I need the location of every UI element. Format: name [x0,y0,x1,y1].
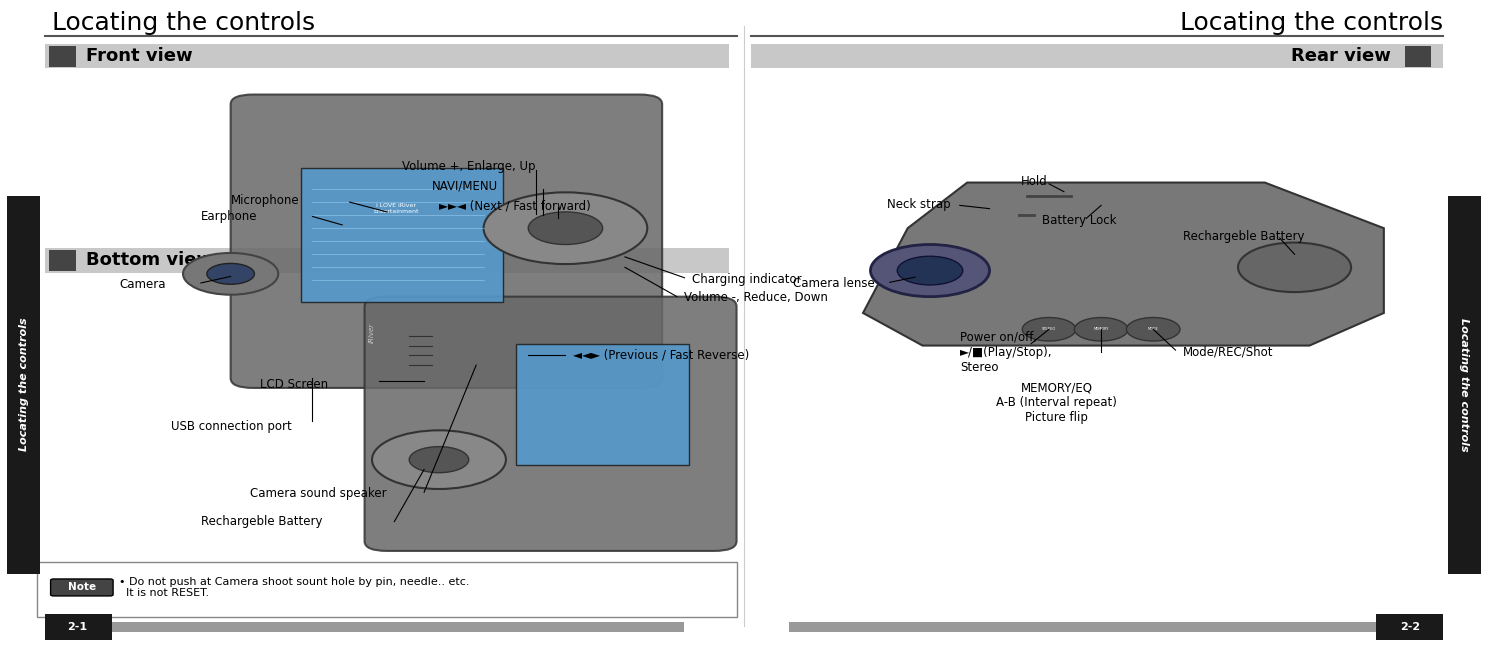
Text: Mode/REC/Shot: Mode/REC/Shot [1183,346,1274,359]
Text: i LOVE iRiver
Entertainment: i LOVE iRiver Entertainment [373,203,418,214]
Text: Battery Lock: Battery Lock [1042,214,1116,227]
Text: Front view: Front view [86,47,193,65]
FancyBboxPatch shape [231,95,662,388]
Circle shape [1074,318,1128,341]
Text: Power on/off,
►/■(Play/Stop),
Stereo: Power on/off, ►/■(Play/Stop), Stereo [960,331,1052,374]
Circle shape [897,256,963,285]
Text: Volume +, Enlarge, Up: Volume +, Enlarge, Up [402,160,536,173]
Text: Locating the controls: Locating the controls [1180,11,1443,35]
Circle shape [372,430,506,489]
Bar [789,622,1428,632]
Text: Microphone: Microphone [231,194,299,207]
Text: Camera lense: Camera lense [793,277,875,290]
Text: NAVI/MENU: NAVI/MENU [432,180,497,193]
Text: Rechargeble Battery: Rechargeble Battery [201,515,323,528]
Text: LCD Screen: LCD Screen [260,378,329,391]
Text: ►►◄ (Next / Fast forward): ►►◄ (Next / Fast forward) [439,200,591,213]
Text: Volume -, Reduce, Down: Volume -, Reduce, Down [684,291,829,304]
Circle shape [409,447,469,473]
Bar [45,622,684,632]
Text: Earphone: Earphone [201,210,257,223]
Text: Neck strap: Neck strap [887,198,951,211]
Text: Camera sound speaker: Camera sound speaker [250,487,387,500]
Text: Locating the controls: Locating the controls [19,318,28,451]
FancyBboxPatch shape [301,168,503,302]
Text: Charging indicator: Charging indicator [692,273,802,286]
Bar [49,250,76,271]
Text: Note: Note [68,582,95,593]
Circle shape [183,253,278,295]
Text: iRiver: iRiver [369,323,375,342]
FancyBboxPatch shape [51,579,113,596]
Text: Rear view: Rear view [1292,47,1391,65]
Bar [1405,46,1431,67]
Circle shape [528,212,603,244]
Text: Locating the controls: Locating the controls [52,11,315,35]
FancyBboxPatch shape [516,344,689,465]
Text: STEREO: STEREO [1042,327,1056,331]
Bar [7,196,40,574]
FancyBboxPatch shape [45,44,729,68]
Circle shape [207,263,254,284]
Circle shape [1238,243,1351,292]
Text: MODE: MODE [1147,327,1159,331]
Text: Bottom view: Bottom view [86,251,213,269]
Circle shape [870,244,990,297]
FancyBboxPatch shape [37,562,737,617]
FancyBboxPatch shape [751,44,1443,68]
Text: Camera: Camera [119,278,165,291]
Text: 2-1: 2-1 [67,622,88,632]
Text: Rechargeble Battery: Rechargeble Battery [1183,230,1305,243]
Text: Hold: Hold [1021,175,1048,188]
Circle shape [484,192,647,264]
Text: MEMORY: MEMORY [1094,327,1109,331]
FancyBboxPatch shape [365,297,737,551]
Text: MEMORY/EQ
A-B (Interval repeat)
Picture flip: MEMORY/EQ A-B (Interval repeat) Picture … [995,381,1117,424]
Bar [45,614,112,640]
Text: USB connection port: USB connection port [171,420,292,433]
FancyBboxPatch shape [45,248,729,273]
Bar [1376,614,1443,640]
Bar [49,46,76,67]
Text: • Do not push at Camera shoot sount hole by pin, needle.. etc.
  It is not RESET: • Do not push at Camera shoot sount hole… [119,576,470,599]
Polygon shape [863,183,1384,346]
Text: ◄◄► (Previous / Fast Reverse): ◄◄► (Previous / Fast Reverse) [573,349,748,362]
Circle shape [1126,318,1180,341]
Bar [1448,196,1481,574]
Text: Locating the controls: Locating the controls [1460,318,1469,451]
Text: 2-2: 2-2 [1400,622,1420,632]
Circle shape [1022,318,1076,341]
